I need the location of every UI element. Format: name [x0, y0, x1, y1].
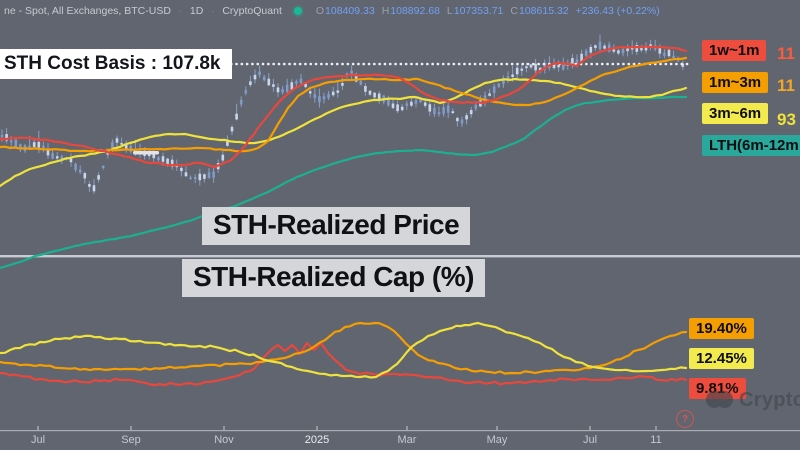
high-label: H: [381, 5, 390, 17]
legend-value-1m-3m: 11: [777, 76, 795, 95]
brand-label: CryptoQuant: [222, 5, 282, 17]
low-label: L: [446, 5, 453, 17]
low-value: 107353.71: [453, 5, 504, 17]
cap-last-value-orange: 19.40%: [689, 318, 754, 339]
price-panel-title: STH-Realized Price: [202, 207, 471, 245]
status-dot-icon: [293, 7, 302, 15]
cryptoquant-logo-icon: [706, 388, 736, 412]
legend-value-1w-1m: 11: [777, 44, 795, 63]
timeframe-button[interactable]: 1D: [189, 5, 204, 17]
high-value: 108892.68: [390, 5, 440, 17]
close-label: C: [510, 5, 518, 17]
change-value: +236.43 (+0.22%): [575, 5, 660, 17]
watermark: CryptoQ: [706, 388, 800, 412]
cap-last-value-yellow: 12.45%: [689, 348, 754, 369]
help-icon[interactable]: ?: [676, 410, 694, 428]
chart-header: ne - Spot, All Exchanges, BTC-USD · 1D ·…: [4, 3, 660, 19]
x-axis-label: Jul: [582, 434, 598, 446]
x-axis-label: Nov: [214, 434, 234, 446]
x-axis-label: Mar: [397, 434, 417, 446]
separator: ·: [178, 6, 182, 16]
x-axis-label: May: [486, 434, 508, 446]
open-label: O: [315, 5, 325, 17]
x-axis[interactable]: Jul Sep Nov 2025 Mar May Jul 11: [0, 430, 800, 450]
legend-item-1w-1m[interactable]: 1w~1m: [702, 40, 767, 61]
legend-item-lth[interactable]: LTH(6m-12m: [702, 135, 800, 156]
x-axis-label: 11: [650, 434, 662, 446]
x-axis-label: 2025: [304, 434, 330, 446]
x-axis-label: Sep: [121, 434, 141, 446]
cost-basis-label: STH Cost Basis : 107.8k: [0, 49, 233, 79]
legend-value-3m-6m: 93: [777, 110, 796, 129]
legend-item-1m-3m[interactable]: 1m~3m: [702, 72, 769, 93]
watermark-text: CryptoQ: [739, 388, 800, 411]
x-axis-label: Jul: [30, 434, 46, 446]
cap-panel-title: STH-Realized Cap (%): [182, 259, 485, 297]
ohlc-readout: O108409.33 H108892.68 L107353.71 C108615…: [316, 5, 660, 17]
legend-item-3m-6m[interactable]: 3m~6m: [702, 103, 769, 124]
open-value: 108409.33: [325, 5, 375, 17]
symbol-title: ne - Spot, All Exchanges, BTC-USD: [4, 5, 171, 17]
separator: ·: [211, 6, 215, 16]
close-value: 108615.32: [519, 5, 569, 17]
